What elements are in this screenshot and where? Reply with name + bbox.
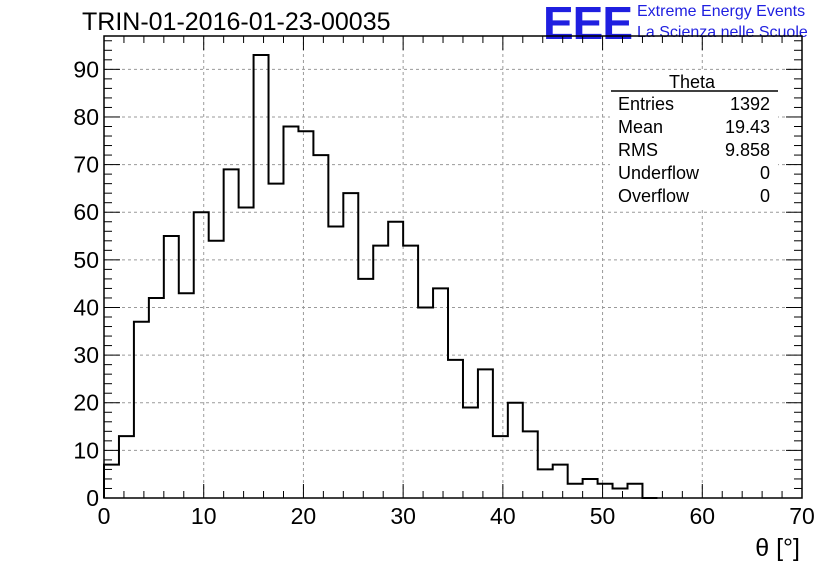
histogram-bin — [403, 246, 418, 498]
stats-row-label: Underflow — [618, 163, 700, 183]
x-tick-label: 30 — [390, 503, 416, 529]
histogram-bin — [538, 469, 553, 498]
histogram-bin — [628, 484, 643, 498]
x-tick-label: 60 — [689, 503, 715, 529]
histogram-bin — [283, 126, 298, 498]
y-tick-label: 0 — [86, 485, 99, 511]
stats-box-background — [610, 71, 778, 210]
run-title: TRIN-01-2016-01-23-00035 — [82, 8, 391, 36]
histogram-bin — [298, 131, 313, 498]
stats-row-value: 19.43 — [725, 117, 770, 137]
stats-row-value: 0 — [760, 163, 770, 183]
histogram-bin — [328, 227, 343, 498]
histogram-bin — [313, 155, 328, 498]
y-tick-label: 10 — [73, 437, 99, 463]
histogram-bin — [523, 431, 538, 498]
y-tick-label: 40 — [73, 294, 99, 320]
tick-labels: 0 10 20 30 40 50 60 70 0 10 20 30 40 50 60 70 80 90 — [73, 56, 814, 529]
histogram-bin — [478, 369, 493, 498]
histogram-bin — [448, 360, 463, 498]
histogram-bin — [463, 408, 478, 498]
y-tick-label: 80 — [73, 104, 99, 130]
histogram-bin — [598, 484, 613, 498]
histogram-bin — [568, 484, 583, 498]
stats-row-label: Mean — [618, 117, 663, 137]
eee-logo: EEE — [543, 0, 633, 49]
x-tick-label: 70 — [789, 503, 815, 529]
histogram-bin — [149, 298, 164, 498]
histogram-bin — [254, 55, 269, 498]
x-tick-label: 0 — [98, 503, 111, 529]
y-tick-label: 70 — [73, 152, 99, 178]
stats-box-rows: Entries 1392 Mean 19.43 RMS 9.858 Underflow 0 Ov… — [618, 94, 770, 206]
x-tick-label: 20 — [291, 503, 317, 529]
histogram-bin — [224, 169, 239, 498]
histogram-bin — [134, 322, 149, 498]
plot-frame — [103, 35, 803, 499]
histogram-bin — [179, 293, 194, 498]
axis-ticks — [103, 36, 803, 499]
stats-box: Theta Entries 1392 Mean 19.43 RMS 9.858 Underf… — [610, 71, 778, 210]
stats-row-label: RMS — [618, 140, 658, 160]
stats-row-value: 0 — [760, 186, 770, 206]
histogram-bin — [613, 488, 628, 498]
y-tick-label: 50 — [73, 247, 99, 273]
histogram-bin — [373, 246, 388, 498]
eee-logo-line1: Extreme Energy Events — [637, 3, 806, 20]
histogram-series — [103, 54, 658, 499]
histogram-bin — [269, 184, 284, 498]
histogram-bin — [164, 236, 179, 498]
x-tick-label: 50 — [590, 503, 616, 529]
histogram-bin — [343, 193, 358, 498]
stats-box-title: Theta — [669, 72, 716, 92]
histogram-bin — [358, 279, 373, 498]
histogram-bin — [209, 241, 224, 498]
x-axis-label: θ [°] — [755, 534, 800, 562]
plot-border — [103, 35, 803, 499]
histogram-bin — [388, 222, 403, 498]
histogram-bin — [239, 207, 254, 498]
histogram-bin — [553, 465, 568, 498]
histogram-bin — [493, 436, 508, 498]
histogram-bin — [433, 288, 448, 498]
x-tick-label: 40 — [490, 503, 516, 529]
stats-row-value: 9.858 — [725, 140, 770, 160]
histogram-step-line — [103, 54, 658, 499]
stats-row-label: Entries — [618, 94, 674, 114]
y-tick-label: 60 — [73, 199, 99, 225]
stats-row-label: Overflow — [618, 186, 690, 206]
y-tick-label: 30 — [73, 342, 99, 368]
x-tick-label: 10 — [191, 503, 217, 529]
grid-lines — [104, 36, 802, 498]
y-tick-label: 20 — [73, 390, 99, 416]
y-tick-label: 90 — [73, 56, 99, 82]
histogram-bin — [119, 436, 134, 498]
histogram-bin — [583, 479, 598, 498]
stats-row-value: 1392 — [730, 94, 770, 114]
